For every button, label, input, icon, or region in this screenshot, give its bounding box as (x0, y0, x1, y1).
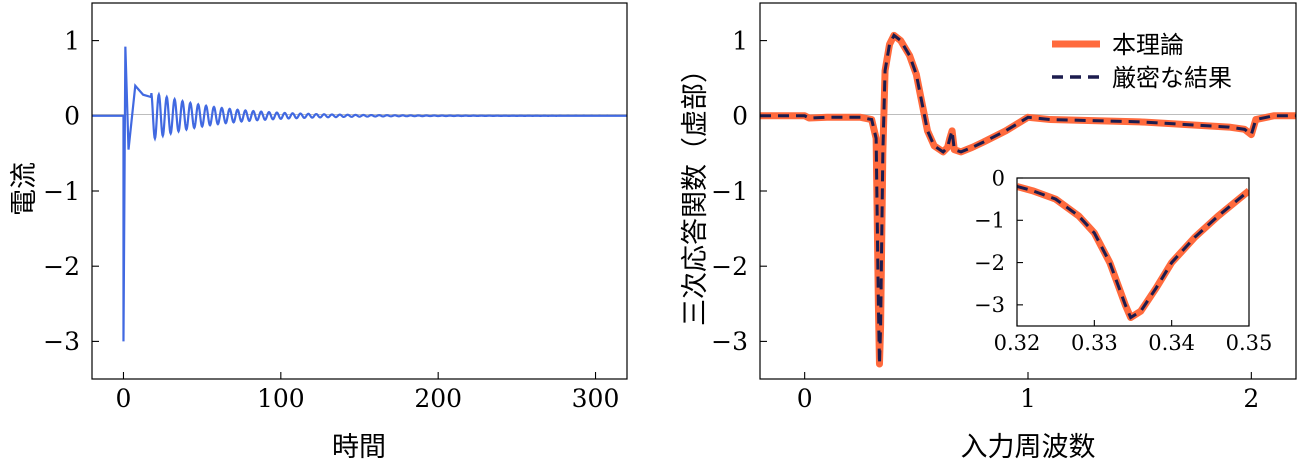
inset-chart: 0.32 0.33 0.34 0.35 0 −1 −2 −3 (974, 166, 1272, 355)
inset-ytick-label: 0 (992, 166, 1005, 190)
inset-xtick-label: 0.32 (994, 331, 1041, 355)
right-xtick-label: 1 (1020, 384, 1036, 413)
left-xtick-label: 200 (414, 384, 462, 413)
right-xtick-label: 2 (1243, 384, 1259, 413)
inset-ytick-label: −1 (974, 209, 1005, 233)
right-ytick-label: 0 (732, 102, 748, 131)
right-ytick-label: −3 (711, 327, 748, 356)
inset-ticks: 0.32 0.33 0.34 0.35 0 −1 −2 −3 (974, 166, 1272, 355)
right-ticks: 0 1 2 1 0 −1 −2 −3 (711, 26, 1259, 413)
left-chart: 0 100 200 300 1 0 −1 −2 −3 時間 電流 (9, 2, 628, 463)
left-xtick-label: 0 (116, 384, 132, 413)
right-xlabel: 入力周波数 (961, 432, 1096, 463)
legend-label-exact: 厳密な結果 (1112, 64, 1232, 92)
inset-ytick-label: −2 (974, 251, 1005, 275)
left-ylabel: 電流 (9, 162, 40, 216)
left-ytick-label: −1 (43, 177, 80, 206)
right-chart: 0 1 2 1 0 −1 −2 −3 本理論 厳密な結果 入力周波数 三次応答関数（虚部） 0… (680, 2, 1297, 463)
left-ytick-label: −3 (43, 327, 80, 356)
inset-ytick-label: −3 (974, 293, 1005, 317)
right-axes-frame (759, 2, 1297, 380)
inset-series-exact (1017, 185, 1249, 320)
left-xtick-label: 100 (257, 384, 305, 413)
right-ytick-label: −2 (711, 252, 748, 281)
inset-xtick-label: 0.34 (1148, 331, 1195, 355)
left-ytick-label: −2 (43, 252, 80, 281)
right-ytick-label: −1 (711, 177, 748, 206)
right-xtick-label: 0 (797, 384, 813, 413)
left-series-line (92, 46, 627, 342)
inset-xtick-label: 0.35 (1226, 331, 1273, 355)
inset-xtick-label: 0.33 (1071, 331, 1118, 355)
left-axes-frame (91, 2, 628, 380)
right-ylabel: 三次応答関数（虚部） (680, 56, 711, 326)
right-ytick-label: 1 (732, 26, 748, 55)
left-xtick-label: 300 (572, 384, 620, 413)
left-ticks: 0 100 200 300 1 0 −1 −2 −3 (43, 26, 619, 413)
right-series-exact (760, 33, 1296, 365)
left-xlabel: 時間 (332, 432, 386, 463)
legend: 本理論 厳密な結果 (1052, 31, 1232, 92)
legend-label-theory: 本理論 (1112, 31, 1184, 59)
inset-axes-frame (1016, 177, 1250, 327)
left-ytick-label: 1 (64, 26, 80, 55)
left-ytick-label: 0 (64, 102, 80, 131)
